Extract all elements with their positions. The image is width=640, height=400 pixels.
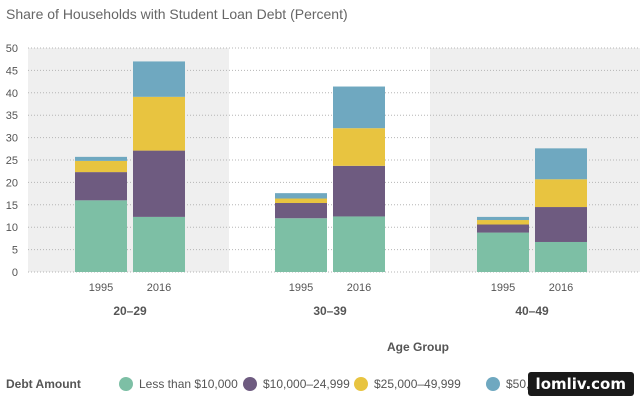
y-tick-label: 45 [6, 65, 18, 77]
bar-segment [133, 150, 185, 217]
x-tick-label: 2016 [347, 282, 371, 294]
x-tick-label: 2016 [549, 282, 573, 294]
bar-segment [535, 179, 587, 208]
bar-segment [133, 96, 185, 151]
legend-title: Debt Amount [6, 377, 81, 391]
chart-title: Share of Households with Student Loan De… [6, 6, 348, 22]
y-tick-label: 5 [12, 245, 18, 257]
y-tick-label: 40 [6, 88, 18, 100]
x-tick-label: 1995 [491, 282, 515, 294]
legend: Debt Amount Less than $10,000 $10,000–24,9… [6, 377, 609, 391]
bar-segment [333, 128, 385, 166]
group-label: 40–49 [515, 304, 549, 318]
bar-segment [133, 61, 185, 97]
bar-segment [75, 200, 127, 272]
x-axis-title: Age Group [387, 340, 449, 354]
y-axis: 0 5 10 15 20 25 30 35 40 45 50 [6, 43, 18, 279]
watermark: lomliv.com [527, 372, 634, 396]
bar-segment [535, 241, 587, 272]
bar-segment [75, 160, 127, 173]
y-tick-label: 30 [6, 133, 18, 145]
y-tick-label: 25 [6, 155, 18, 167]
legend-swatch [119, 377, 133, 391]
bar-segment [477, 232, 529, 272]
bar-segment [275, 218, 327, 272]
bar-segment [275, 203, 327, 219]
group-label: 20–29 [113, 304, 147, 318]
y-tick-label: 50 [6, 43, 18, 55]
x-tick-label: 2016 [147, 282, 171, 294]
bar-segment [75, 156, 127, 161]
bar-segment [75, 172, 127, 201]
y-tick-label: 15 [6, 200, 18, 212]
x-tick-label: 1995 [89, 282, 113, 294]
legend-swatch [354, 377, 368, 391]
bar-segment [333, 165, 385, 217]
bar-segment [477, 216, 529, 221]
legend-label: $25,000–49,999 [374, 377, 461, 391]
bar-segment [477, 220, 529, 225]
legend-label: Less than $10,000 [139, 377, 238, 391]
bars [75, 61, 587, 272]
bar-segment [275, 198, 327, 204]
bar-segment [477, 224, 529, 233]
y-tick-label: 20 [6, 177, 18, 189]
legend-swatch [486, 377, 500, 391]
bar-segment [275, 193, 327, 199]
x-tick-label: 1995 [289, 282, 313, 294]
bar-segment [333, 216, 385, 272]
legend-swatch [243, 377, 257, 391]
legend-label: $10,000–24,999 [263, 377, 350, 391]
bar-segment [333, 86, 385, 129]
y-tick-label: 35 [6, 110, 18, 122]
y-tick-label: 0 [12, 267, 18, 279]
bar-segment [133, 216, 185, 272]
bar-segment [535, 148, 587, 180]
group-label: 30–39 [313, 304, 347, 318]
bar-segment [535, 207, 587, 242]
y-tick-label: 10 [6, 222, 18, 234]
